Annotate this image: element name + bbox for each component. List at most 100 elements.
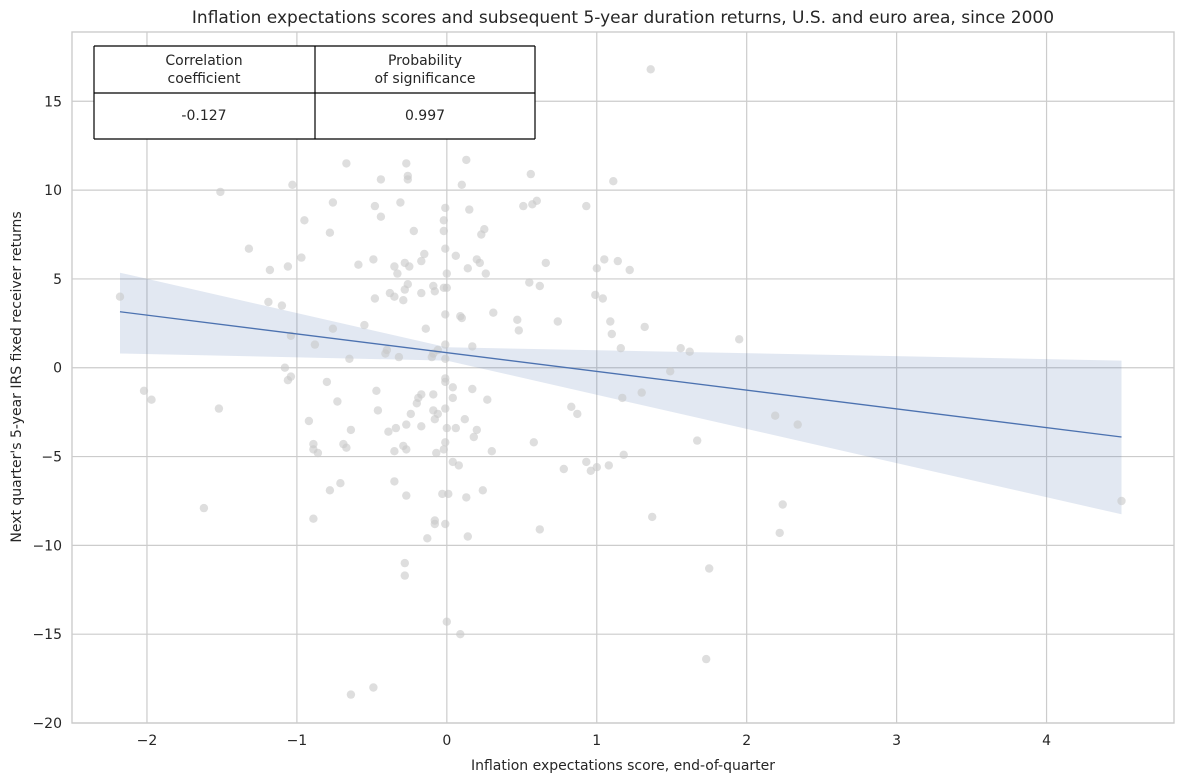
scatter-point bbox=[472, 425, 481, 435]
scatter-point bbox=[481, 269, 490, 278]
scatter-point bbox=[382, 345, 392, 355]
scatter-point bbox=[625, 265, 634, 275]
scatter-point bbox=[400, 558, 409, 568]
scatter-point bbox=[417, 256, 426, 266]
scatter-point bbox=[441, 404, 450, 413]
scatter-point bbox=[313, 448, 323, 458]
scatter-point bbox=[390, 447, 399, 456]
scatter-point bbox=[676, 344, 685, 353]
scatter-point bbox=[147, 395, 156, 404]
scatter-point bbox=[430, 519, 439, 529]
y-axis-label: Next quarter's 5-year IRS fixed receiver… bbox=[9, 211, 25, 542]
scatter-point bbox=[403, 175, 412, 184]
table-header-probability-line1: Probability bbox=[388, 53, 462, 69]
scatter-point bbox=[244, 244, 254, 253]
scatter-point bbox=[360, 320, 369, 330]
regression-line-layer bbox=[119, 311, 1122, 438]
x-tick-label: 3 bbox=[892, 733, 901, 749]
y-gridlines bbox=[72, 100, 1174, 724]
scatter-point bbox=[309, 514, 318, 523]
scatter-point bbox=[478, 486, 487, 495]
x-tick-label: −2 bbox=[137, 733, 158, 749]
scatter-point bbox=[441, 354, 450, 363]
scatter-point bbox=[417, 390, 426, 399]
scatter-point bbox=[310, 340, 320, 349]
scatter-point bbox=[390, 477, 399, 486]
y-tick-labels: −20 −15 −10 −5 0 5 10 15 bbox=[32, 94, 62, 732]
scatter-point bbox=[525, 278, 534, 287]
x-tick-labels: −2 −1 0 1 2 3 4 bbox=[137, 733, 1051, 749]
scatter-point bbox=[693, 436, 702, 445]
scatter-point bbox=[535, 281, 544, 291]
scatter-point bbox=[214, 404, 224, 413]
scatter-point bbox=[280, 363, 290, 372]
regression-line bbox=[119, 311, 1122, 438]
scatter-point bbox=[451, 251, 460, 260]
y-tick-label: 5 bbox=[53, 272, 62, 288]
scatter-point bbox=[394, 352, 404, 362]
x-tick-label: 2 bbox=[742, 733, 751, 749]
y-tick-label: −10 bbox=[32, 538, 62, 554]
scatter-point bbox=[115, 292, 125, 301]
scatter-point bbox=[705, 564, 714, 573]
scatter-point bbox=[619, 450, 628, 459]
scatter-point bbox=[346, 690, 356, 699]
scatter-point bbox=[288, 180, 297, 189]
scatter-point bbox=[541, 258, 550, 268]
scatter-point bbox=[441, 203, 450, 213]
scatter-point bbox=[373, 406, 383, 415]
scatter-point bbox=[400, 571, 409, 580]
scatter-point bbox=[441, 340, 450, 349]
scatter-point bbox=[384, 427, 393, 436]
scatter-point bbox=[468, 384, 477, 394]
scatter-point bbox=[442, 617, 451, 626]
scatter-point bbox=[514, 326, 523, 335]
scatter-point bbox=[465, 205, 474, 214]
scatter-point bbox=[463, 532, 472, 541]
scatter-point bbox=[372, 386, 381, 395]
scatter-point bbox=[277, 301, 287, 310]
scatter-point bbox=[600, 255, 609, 264]
table-header-probability-line2: of significance bbox=[374, 71, 475, 87]
scatter-point bbox=[403, 280, 412, 289]
y-tick-label: 10 bbox=[44, 183, 62, 199]
scatter-point bbox=[582, 201, 591, 211]
scatter-point bbox=[396, 198, 405, 207]
stats-table: Correlation coefficient Probability of s… bbox=[93, 45, 536, 140]
scatter-point bbox=[345, 354, 354, 363]
scatter-point bbox=[399, 296, 408, 305]
y-tick-label: −15 bbox=[32, 627, 62, 643]
scatter-point bbox=[438, 489, 447, 499]
scatter-point bbox=[606, 317, 615, 326]
y-tick-label: 0 bbox=[53, 361, 62, 377]
scatter-point bbox=[420, 249, 429, 259]
scatter-point bbox=[354, 260, 363, 269]
scatter-point bbox=[402, 491, 411, 500]
table-value-probability: 0.997 bbox=[405, 108, 445, 124]
scatter-point bbox=[456, 630, 465, 639]
scatter-points bbox=[115, 65, 1126, 699]
x-tick-label: −1 bbox=[287, 733, 308, 749]
scatter-point bbox=[609, 177, 618, 186]
scatter-point bbox=[441, 377, 450, 387]
scatter-point bbox=[526, 169, 535, 179]
scatter-point bbox=[735, 335, 744, 344]
scatter-point bbox=[265, 265, 275, 275]
scatter-point bbox=[618, 393, 627, 403]
scatter-point bbox=[283, 262, 293, 271]
scatter-point bbox=[417, 422, 426, 431]
scatter-point bbox=[513, 315, 522, 324]
scatter-point bbox=[432, 448, 441, 458]
scatter-point bbox=[573, 409, 582, 419]
scatter-point bbox=[402, 159, 411, 168]
scatter-point bbox=[406, 409, 415, 419]
scatter-point bbox=[429, 390, 438, 399]
scatter-point bbox=[532, 196, 541, 205]
confidence-band-layer bbox=[120, 272, 1122, 515]
scatter-point bbox=[444, 489, 453, 499]
scatter-point bbox=[771, 411, 780, 420]
scatter-point bbox=[475, 258, 484, 268]
scatter-point bbox=[342, 443, 351, 452]
scatter-point bbox=[685, 347, 694, 356]
scatter-point bbox=[441, 438, 450, 447]
